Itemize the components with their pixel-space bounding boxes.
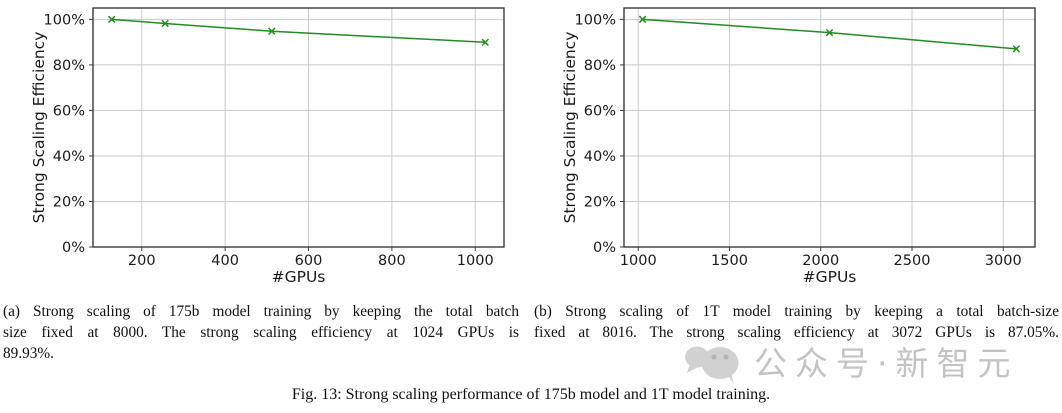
x-tick-label: 1500 [711, 253, 748, 269]
x-tick-label: 200 [128, 253, 156, 269]
data-point-marker [1012, 45, 1021, 53]
subcaptions-row: (a) Strong scaling of 175b model trainin… [0, 301, 1062, 364]
y-tick-label: 40% [584, 149, 616, 165]
data-point-marker [161, 19, 169, 28]
y-tick-label: 80% [53, 58, 85, 74]
subcaption-b-line2: fixed at 8016. The strong scaling effici… [534, 324, 1059, 341]
chart-175b-scaling: 200 400 600 800 1000 0% 20% 40% 60% 80% 100% #GPUs S… [0, 0, 531, 290]
x-tick-label: 800 [378, 253, 406, 269]
subcaption-a: (a) Strong scaling of 175b model trainin… [0, 301, 531, 364]
y-axis-label: Strong Scaling Efficiency [30, 32, 48, 224]
charts-row: 200 400 600 800 1000 0% 20% 40% 60% 80% 100% #GPUs S… [0, 0, 1062, 290]
y-axis-label: Strong Scaling Efficiency [561, 32, 579, 224]
y-tick-label: 60% [584, 103, 616, 119]
y-tick-label: 0% [62, 240, 85, 256]
y-tick-label: 60% [53, 103, 85, 119]
y-tick-label: 0% [593, 240, 616, 256]
data-point-marker [825, 28, 834, 37]
subcaption-a-line2: size fixed at 8000. The strong scaling e… [3, 324, 519, 341]
x-tick-label: 1000 [620, 253, 657, 269]
subcaption-a-line1: (a) Strong scaling of 175b model trainin… [3, 303, 519, 320]
data-point-marker [108, 15, 116, 24]
y-tick-label: 100% [575, 12, 616, 28]
subcaption-b: (b) Strong scaling of 1T model training … [531, 301, 1062, 364]
subcaption-a-line3: 89.93%. [3, 345, 54, 362]
x-tick-label: 600 [295, 253, 323, 269]
chart-1t-scaling: 1000 1500 2000 2500 3000 0% 20% 40% 60% 80% 100% #G… [531, 0, 1062, 290]
y-tick-label: 20% [584, 194, 616, 210]
y-tick-label: 80% [584, 58, 616, 74]
x-tick-label: 2500 [894, 253, 931, 269]
data-point-marker [481, 38, 489, 47]
data-point-marker [268, 27, 276, 35]
x-axis-label: #GPUs [272, 268, 326, 286]
data-line-1t-model-scaling [642, 18, 1017, 50]
x-tick-label: 3000 [985, 253, 1022, 269]
y-tick-label: 100% [44, 12, 85, 28]
data-point-marker [638, 15, 647, 24]
x-tick-label: 400 [211, 253, 239, 269]
plot-border [623, 7, 1036, 248]
x-tick-label: 2000 [802, 253, 839, 269]
plot-border [92, 7, 505, 248]
figure-caption: Fig. 13: Strong scaling performance of 1… [291, 386, 771, 403]
data-line-175b-model-scaling [111, 18, 486, 44]
chart-1t-svg: 1000 1500 2000 2500 3000 0% 20% 40% 60% 80% 100% #G… [561, 7, 1036, 286]
x-axis-label: #GPUs [803, 268, 857, 286]
subcaption-b-line1: (b) Strong scaling of 1T model training … [534, 303, 1059, 320]
y-tick-label: 40% [53, 149, 85, 165]
y-tick-label: 20% [53, 194, 85, 210]
x-tick-label: 1000 [457, 253, 494, 269]
chart-175b-svg: 200 400 600 800 1000 0% 20% 40% 60% 80% 100% #GPUs S… [30, 7, 505, 286]
